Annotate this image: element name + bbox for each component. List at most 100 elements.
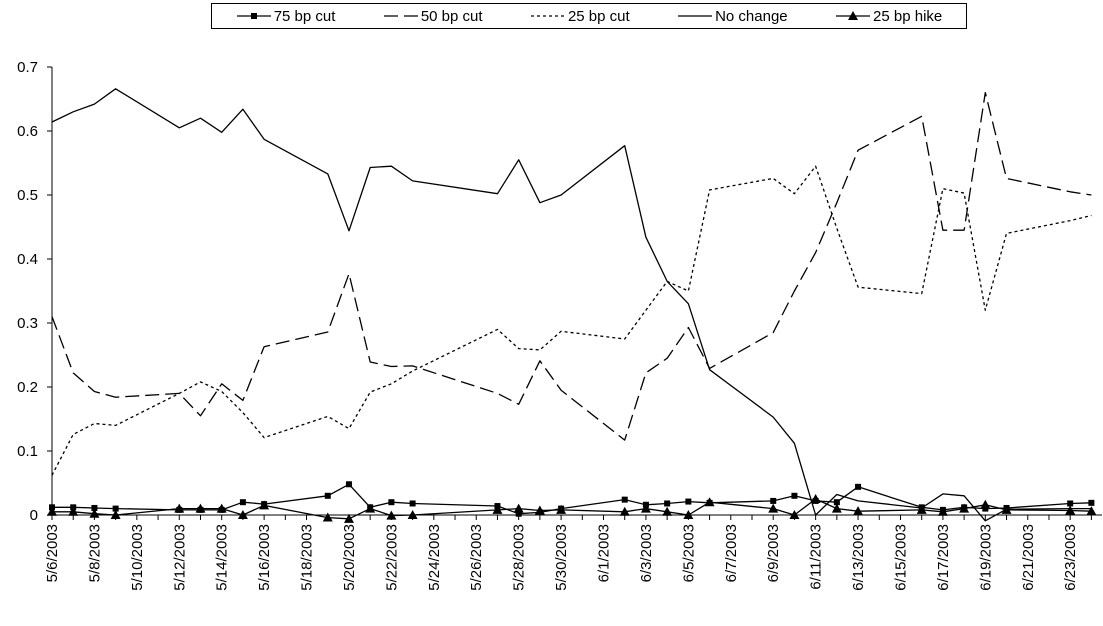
series-4-point [683,510,694,519]
legend-label: 25 bp cut [567,7,630,25]
x-tick-label: 6/5/2003 [680,524,697,582]
series-line-1 [51,91,1092,441]
series-0-point [388,499,395,506]
series-4-point [1086,506,1097,516]
series-0-point [833,499,840,506]
series-4-point [513,503,524,513]
y-tick-label: 0.2 [17,379,38,396]
series-4-point [492,504,503,514]
x-tick-label: 5/12/2003 [171,524,188,591]
x-tick-label: 5/28/2003 [511,524,528,591]
y-tick-label: 0.3 [17,315,38,332]
series-4-point [959,503,970,513]
legend-item: No change [677,8,788,25]
series-4-point [386,510,397,520]
series-4-point [534,505,545,515]
y-tick-label: 0.5 [17,187,38,204]
legend-item: 25 bp hike [835,8,942,25]
x-tick-label: 6/1/2003 [596,524,613,582]
x-tick-label: 6/3/2003 [638,524,655,582]
series-0-point [791,492,798,499]
legend-marker [250,13,257,19]
series-4-point [853,506,864,516]
series-4-point [704,497,715,507]
y-tick-label: 0.7 [17,59,38,76]
y-tick-label: 0 [30,507,38,524]
x-tick-label: 6/7/2003 [723,524,740,582]
series-0-point [770,497,777,504]
legend-item: 25 bp cut [530,8,630,25]
x-tick-label: 5/26/2003 [468,524,485,591]
series-0-point [855,483,862,490]
series-0-point [409,500,416,507]
legend-label: 25 bp hike [873,7,943,25]
y-tick-label: 0.1 [17,443,38,460]
x-tick-label: 5/16/2003 [256,524,273,591]
legend-swatch [383,15,418,17]
legend-marker [848,11,859,20]
series-0-point [239,499,246,506]
series-4-point [916,504,927,514]
series-4-point [662,506,673,516]
series-4-point [216,503,227,513]
series-4-point [556,504,567,514]
series-4-point [365,503,376,513]
x-tick-label: 5/8/2003 [86,524,103,582]
series-4-point [1001,504,1012,514]
x-tick-label: 6/13/2003 [850,524,867,591]
series-4-point [789,510,800,519]
legend-label: No change [715,7,788,25]
x-tick-label: 5/14/2003 [214,524,231,591]
x-tick-label: 6/15/2003 [892,524,909,591]
series-0-point [664,500,671,507]
series-4-point [768,503,779,513]
x-tick-label: 6/11/2003 [808,524,825,590]
series-4-point [174,503,185,513]
series-0-point [621,496,628,503]
series-line-3 [51,88,1092,522]
series-4-point [980,499,991,509]
series-4-point [322,512,333,522]
x-tick-label: 5/18/2003 [299,524,316,591]
x-tick-label: 6/21/2003 [1020,524,1037,591]
series-4-point [619,506,630,516]
x-tick-label: 5/22/2003 [383,524,400,591]
x-tick-label: 6/17/2003 [935,524,952,591]
legend-label: 50 bp cut [420,7,483,25]
legend-swatch [678,15,713,17]
series-4-point [937,506,948,516]
x-tick-label: 6/23/2003 [1062,524,1079,591]
x-tick-label: 5/20/2003 [341,524,358,591]
series-0-point [112,505,119,512]
legend-swatch [236,13,271,19]
series-4-point [237,510,248,519]
series-4-point [831,503,842,513]
x-tick-label: 5/10/2003 [129,524,146,591]
series-line-2 [51,165,1092,476]
series-4-point [810,494,821,503]
series-4-point [68,506,79,516]
x-tick-label: 5/24/2003 [426,524,443,591]
x-tick-label: 6/9/2003 [765,524,782,582]
legend-swatch [836,11,871,20]
series-0-point [324,492,331,499]
series-4-point [110,510,121,519]
series-0-point [1067,500,1074,507]
series-0-point [1088,499,1095,506]
series-4-point [407,510,418,519]
series-0-point [515,510,522,517]
y-tick-label: 0.4 [17,251,38,268]
series-4-point [89,508,100,518]
series-4-point [259,500,270,510]
series-4-point [640,503,651,513]
legend-item: 50 bp cut [383,8,483,25]
chart-legend: 75 bp cut 50 bp cut 25 bp cut No change 25 b… [211,3,967,29]
series-4-point [1065,505,1076,515]
series-4-point [47,506,57,516]
legend-item: 75 bp cut [236,7,336,25]
series-0-point [91,504,98,511]
legend-label: 75 bp cut [273,7,336,25]
series-0-point [345,481,352,488]
x-tick-label: 5/30/2003 [553,524,570,591]
